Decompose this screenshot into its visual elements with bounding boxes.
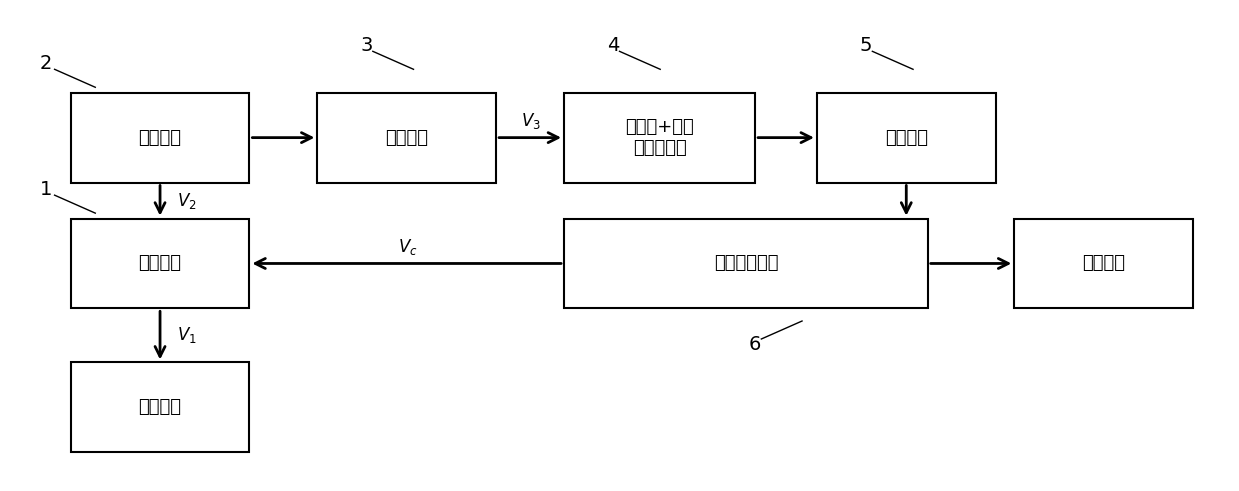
Text: 紫外灯+离子: 紫外灯+离子 (626, 118, 694, 136)
Text: 3: 3 (361, 36, 373, 55)
Bar (71, 218, 249, 308)
Text: 收集电极片: 收集电极片 (633, 139, 686, 158)
Text: 6: 6 (750, 335, 762, 354)
Text: $V_1$: $V_1$ (177, 326, 197, 345)
Bar (817, 93, 996, 183)
Text: 反馈控制电路: 反馈控制电路 (714, 254, 778, 273)
Bar (71, 362, 249, 452)
Text: 4: 4 (607, 36, 620, 55)
Text: $V_c$: $V_c$ (398, 237, 418, 257)
Text: 电源输入: 电源输入 (139, 398, 182, 416)
Text: 5: 5 (860, 36, 872, 55)
Text: $V_2$: $V_2$ (177, 191, 197, 211)
Bar (71, 93, 249, 183)
Bar (1015, 218, 1193, 308)
Text: 2: 2 (40, 55, 52, 74)
Bar (564, 218, 928, 308)
Text: 1: 1 (40, 180, 52, 199)
Bar (564, 93, 756, 183)
Text: $V_3$: $V_3$ (520, 111, 540, 132)
Text: 升压电路: 升压电路 (385, 129, 429, 147)
Text: 振荡电路: 振荡电路 (139, 129, 182, 147)
Text: 放大电路: 放大电路 (885, 129, 928, 147)
Bar (317, 93, 496, 183)
Text: 数字输出: 数字输出 (1082, 254, 1125, 273)
Text: 可调电源: 可调电源 (139, 254, 182, 273)
